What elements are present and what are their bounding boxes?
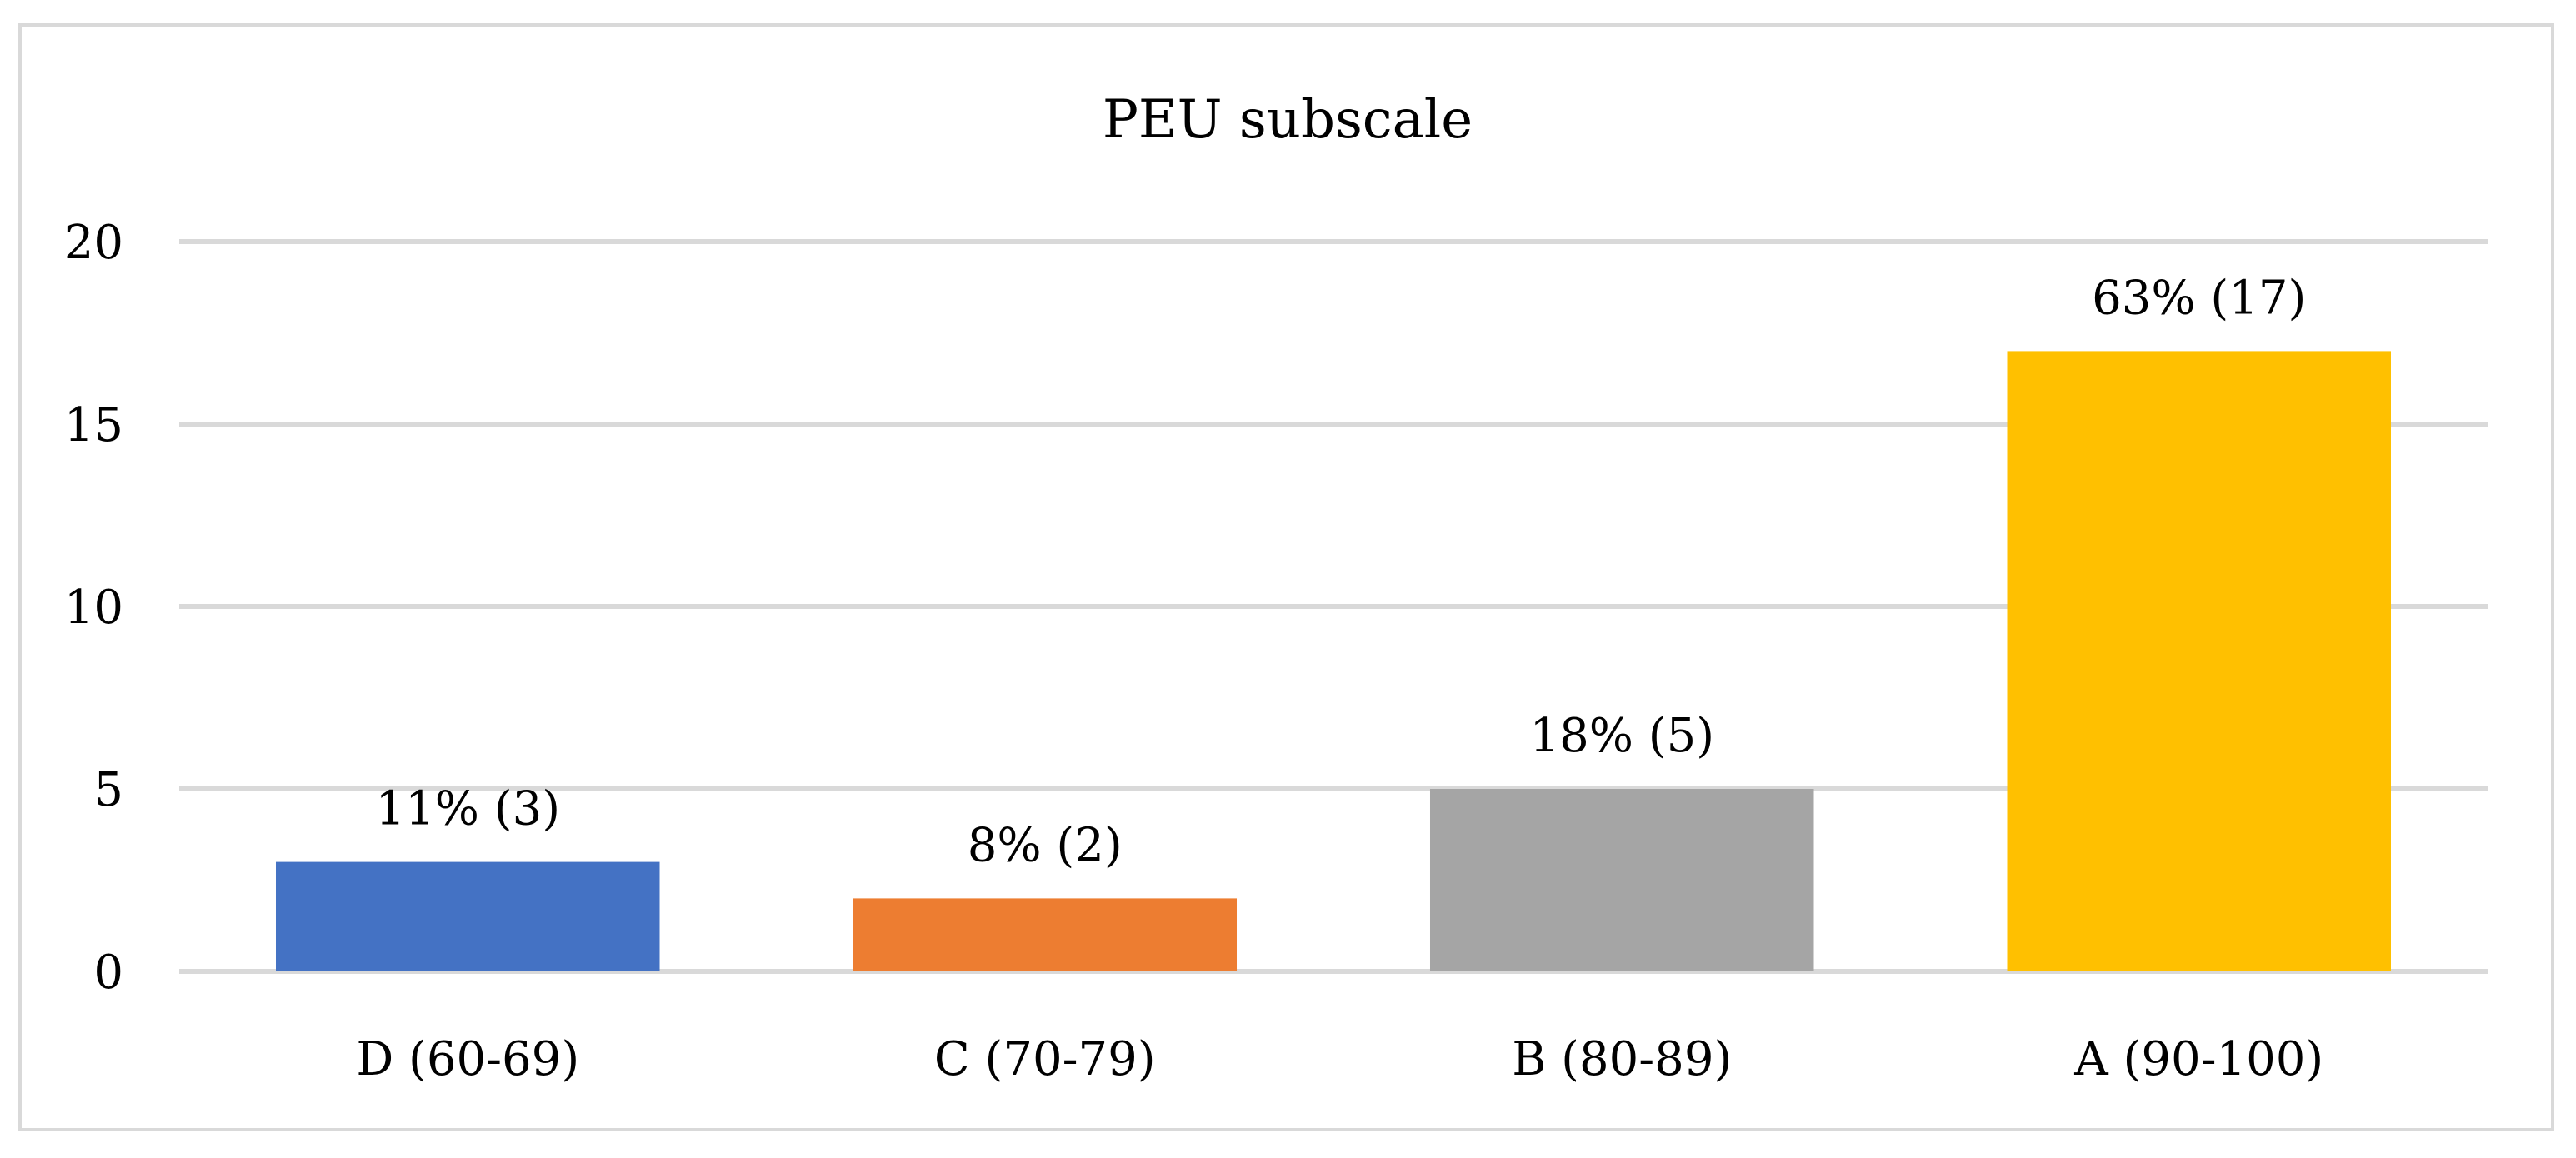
bars	[275, 351, 2392, 971]
chart-title: PEU subscale	[1103, 89, 1473, 151]
y-tick-label: 0	[93, 946, 123, 1000]
y-tick-label: 10	[64, 581, 123, 635]
bar	[2007, 351, 2392, 971]
x-tick-label: A (90-100)	[2073, 1032, 2323, 1086]
x-tick-label: B (80-89)	[1512, 1032, 1732, 1086]
data-label: 8% (2)	[968, 818, 1123, 872]
y-tick-label: 15	[64, 398, 123, 452]
bar	[853, 898, 1238, 971]
y-tick-label: 20	[64, 216, 123, 270]
labels: 0 5 10 15 20 11% (3) D (60-69) 8% (2) C (70-79) 1…	[64, 216, 2324, 1086]
data-label: 18% (5)	[1529, 709, 1714, 763]
data-label: 11% (3)	[375, 782, 560, 836]
x-tick-label: C (70-79)	[934, 1032, 1156, 1086]
bar	[275, 861, 660, 971]
bar	[1429, 789, 1814, 971]
data-label: 63% (17)	[2092, 271, 2306, 325]
x-tick-label: D (60-69)	[356, 1032, 579, 1086]
y-tick-label: 5	[93, 763, 123, 817]
